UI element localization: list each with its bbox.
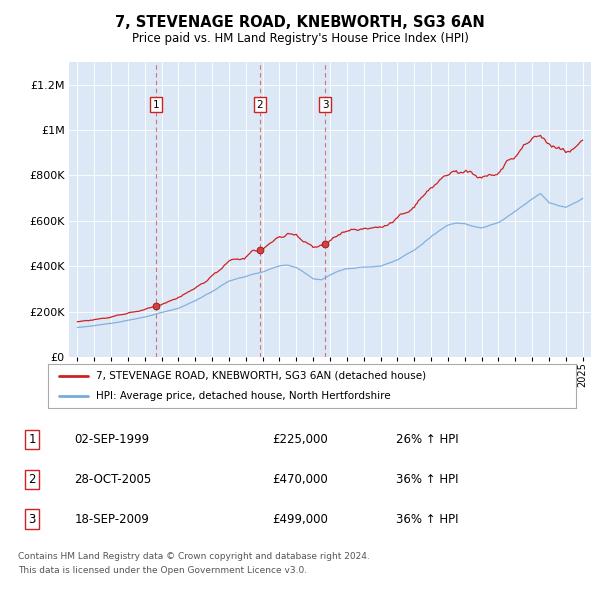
Text: 7, STEVENAGE ROAD, KNEBWORTH, SG3 6AN (detached house): 7, STEVENAGE ROAD, KNEBWORTH, SG3 6AN (d… — [95, 371, 425, 381]
Text: This data is licensed under the Open Government Licence v3.0.: This data is licensed under the Open Gov… — [18, 566, 307, 575]
Text: 36% ↑ HPI: 36% ↑ HPI — [396, 513, 458, 526]
Text: 1: 1 — [28, 433, 36, 446]
Text: HPI: Average price, detached house, North Hertfordshire: HPI: Average price, detached house, Nort… — [95, 391, 390, 401]
Text: £499,000: £499,000 — [272, 513, 328, 526]
Text: 26% ↑ HPI: 26% ↑ HPI — [396, 433, 458, 446]
Text: 2: 2 — [256, 100, 263, 110]
Text: £470,000: £470,000 — [272, 473, 328, 486]
Text: 3: 3 — [322, 100, 328, 110]
Text: 18-SEP-2009: 18-SEP-2009 — [74, 513, 149, 526]
Text: 28-OCT-2005: 28-OCT-2005 — [74, 473, 152, 486]
Text: Price paid vs. HM Land Registry's House Price Index (HPI): Price paid vs. HM Land Registry's House … — [131, 32, 469, 45]
Text: 02-SEP-1999: 02-SEP-1999 — [74, 433, 149, 446]
Text: 1: 1 — [153, 100, 160, 110]
Text: 2: 2 — [28, 473, 36, 486]
Text: 3: 3 — [28, 513, 36, 526]
Text: £225,000: £225,000 — [272, 433, 328, 446]
Text: 36% ↑ HPI: 36% ↑ HPI — [396, 473, 458, 486]
Text: 7, STEVENAGE ROAD, KNEBWORTH, SG3 6AN: 7, STEVENAGE ROAD, KNEBWORTH, SG3 6AN — [115, 15, 485, 30]
Text: Contains HM Land Registry data © Crown copyright and database right 2024.: Contains HM Land Registry data © Crown c… — [18, 552, 370, 560]
